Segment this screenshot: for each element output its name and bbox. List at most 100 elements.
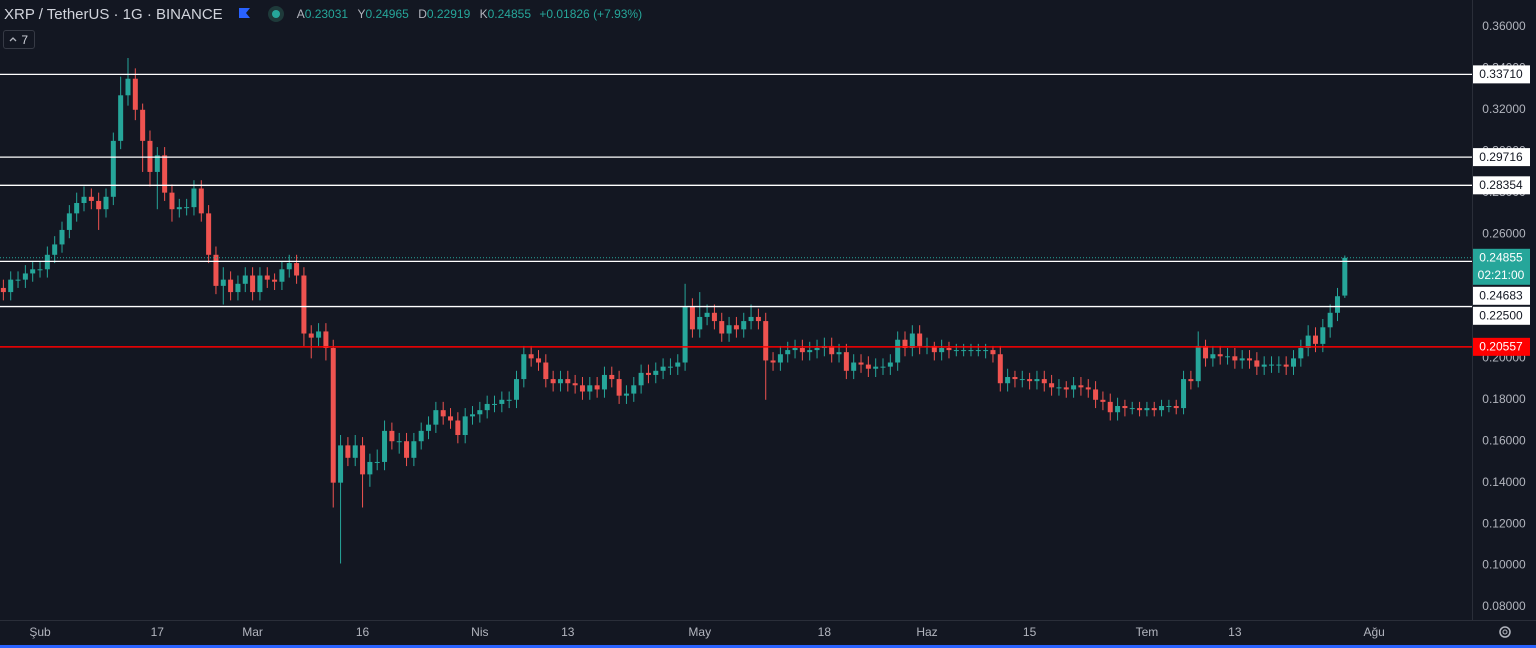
candle-body — [492, 403, 498, 405]
candle-body — [118, 95, 124, 141]
level-label-bg — [1473, 337, 1530, 356]
settings-icon[interactable] — [1499, 626, 1511, 638]
candle-body — [961, 350, 967, 352]
candle-body — [286, 263, 292, 270]
candle-body — [323, 331, 329, 349]
y-tick-label: 0.12000 — [1482, 516, 1526, 530]
candle-body — [609, 374, 615, 380]
countdown-label: 02:21:00 — [1478, 268, 1525, 282]
flag-icon[interactable] — [237, 6, 253, 22]
candle-body — [909, 333, 915, 349]
candle-body — [8, 279, 14, 293]
header: XRP / TetherUS · 1G · BINANCE A0.23031 Y… — [4, 4, 642, 24]
candle-body — [1269, 364, 1275, 366]
level-label: 0.29716 — [1479, 150, 1523, 164]
price-axis-border — [1472, 0, 1473, 620]
ohlc: A0.23031 Y0.24965 D0.22919 K0.24855 +0.0… — [291, 7, 642, 21]
candle-body — [572, 383, 578, 386]
candle-body — [1137, 408, 1143, 411]
candle-body — [462, 416, 468, 436]
candle-body — [631, 385, 637, 394]
candle-body — [308, 333, 314, 338]
candle-body — [902, 339, 908, 349]
ohlc-low: 0.22919 — [426, 7, 471, 21]
candle-body — [1195, 345, 1201, 382]
candle-body — [953, 350, 959, 352]
candle-body — [645, 372, 651, 375]
candle-body — [96, 200, 102, 210]
candle-body — [1334, 296, 1340, 313]
candle-body — [499, 399, 505, 404]
candle-body — [1298, 348, 1304, 359]
symbol-title[interactable]: XRP / TetherUS · 1G · BINANCE — [4, 5, 223, 23]
level-label-bg — [1473, 306, 1530, 325]
candle-body — [1188, 379, 1194, 382]
candle-body — [411, 441, 417, 458]
candle-body — [873, 366, 879, 369]
candle-body — [433, 410, 439, 425]
candle-body — [206, 213, 212, 255]
candle-body — [455, 420, 461, 436]
level-label: 0.24683 — [1479, 288, 1523, 302]
candle-body — [1129, 408, 1135, 410]
x-tick-label: 15 — [1023, 625, 1037, 639]
candle-body — [257, 275, 263, 293]
candle-body — [594, 385, 600, 390]
y-tick-label: 0.08000 — [1482, 599, 1526, 613]
level-label-bg — [1473, 176, 1530, 195]
candle-body — [59, 229, 65, 245]
x-tick-label: Şub — [29, 625, 51, 639]
candle-body — [770, 360, 776, 363]
y-tick-label: 0.10000 — [1482, 558, 1526, 572]
candle-body — [1078, 385, 1084, 388]
candle-body — [587, 385, 593, 392]
candle-body — [477, 410, 483, 415]
candle-body — [865, 364, 871, 369]
candle-body — [535, 358, 541, 363]
y-tick-label: 0.14000 — [1482, 475, 1526, 489]
candle-body — [682, 306, 688, 363]
ohlc-key: D — [418, 7, 427, 21]
candle-body — [1049, 383, 1055, 388]
candle-body — [154, 155, 160, 172]
interval-badge[interactable]: 7 — [3, 30, 35, 49]
candle-body — [763, 321, 769, 361]
candle-body — [557, 379, 563, 384]
candle-body — [1012, 377, 1018, 380]
candle-body — [1122, 406, 1128, 409]
candle-body — [1181, 379, 1187, 409]
candle-body — [1247, 358, 1253, 361]
candle-body — [103, 196, 109, 210]
x-tick-label: 17 — [151, 625, 165, 639]
candle-body — [1115, 406, 1121, 413]
level-label: 0.33710 — [1479, 67, 1523, 81]
candle-body — [1342, 257, 1348, 296]
candle-body — [1144, 408, 1150, 411]
candle-body — [931, 345, 937, 353]
last-price-bg — [1473, 248, 1530, 285]
candle-body — [719, 321, 725, 334]
candle-body — [1232, 356, 1238, 361]
candle-body — [132, 78, 138, 110]
candle-body — [382, 430, 388, 462]
candle-body — [1283, 364, 1289, 367]
candle-body — [213, 254, 219, 286]
candle-body — [616, 379, 622, 396]
candle-body — [1107, 401, 1113, 413]
candle-body — [880, 366, 886, 368]
x-tick-label: Mar — [242, 625, 263, 639]
candle-body — [829, 345, 835, 355]
candle-body — [272, 279, 278, 282]
candle-body — [1063, 387, 1069, 390]
candle-body — [579, 385, 585, 392]
candle-body — [301, 275, 307, 334]
y-tick-label: 0.32000 — [1482, 102, 1526, 116]
candle-body — [470, 414, 476, 417]
candle-body — [1151, 408, 1157, 411]
candle-body — [1276, 364, 1282, 366]
candle-body — [946, 348, 952, 351]
candle-body — [990, 350, 996, 355]
ohlc-key: Y — [357, 7, 366, 21]
candle-body — [396, 441, 402, 443]
